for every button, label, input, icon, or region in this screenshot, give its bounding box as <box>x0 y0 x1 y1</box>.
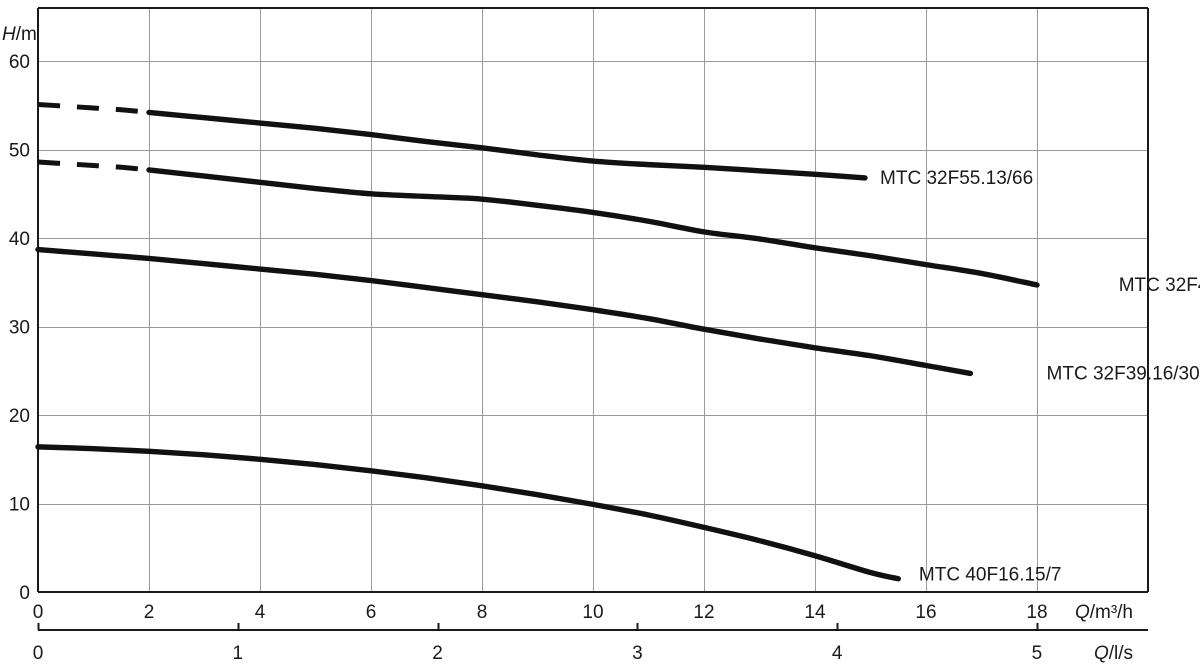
x-tick-label-7: 14 <box>804 602 826 623</box>
series-label-1: MTC 32F49.17/66 <box>1119 275 1200 296</box>
curves <box>35 101 1040 582</box>
series-label-2: MTC 32F39.16/30 <box>1047 363 1200 384</box>
x-tick-label-3: 6 <box>366 602 377 623</box>
y-tick-label-1: 10 <box>9 495 30 516</box>
x-tick-label-8: 16 <box>915 602 936 623</box>
series-label-0: MTC 32F55.13/66 <box>880 168 1033 189</box>
y-tick-label-0: 0 <box>19 583 30 604</box>
curve-0 <box>146 109 868 181</box>
curve-dashed-0 <box>37 101 150 115</box>
curve-1 <box>146 167 1040 288</box>
x-tick-label-9: 18 <box>1026 602 1047 623</box>
y-axis-tick-labels: 0 10 20 30 40 50 60 <box>9 52 30 604</box>
secondary-x-axis-tick-labels: 0 1 2 3 4 5 <box>33 643 1042 664</box>
series-label-3: MTC 40F16.15/7 <box>919 564 1062 585</box>
secondary-tick-label-0: 0 <box>33 643 44 664</box>
y-tick-label-6: 60 <box>9 52 30 73</box>
x-tick-label-5: 10 <box>582 602 603 623</box>
secondary-tick-label-3: 3 <box>632 643 643 664</box>
x-axis-tick-labels: 0 2 4 6 8 10 12 14 16 18 <box>33 602 1048 623</box>
x-axis-title: Q/m³/h <box>1075 602 1133 623</box>
x-tick-label-2: 4 <box>255 602 266 623</box>
secondary-x-axis <box>37 623 1148 631</box>
secondary-tick-label-2: 2 <box>432 643 443 664</box>
curve-2 <box>35 246 974 377</box>
y-axis-title: H/m <box>2 24 37 45</box>
secondary-tick-label-5: 5 <box>1032 643 1043 664</box>
x-tick-label-0: 0 <box>33 602 44 623</box>
y-tick-label-5: 50 <box>9 141 30 162</box>
series-labels: MTC 32F55.13/66 MTC 32F49.17/66 MTC 32F39.… <box>880 168 1200 585</box>
x-tick-label-4: 8 <box>477 602 488 623</box>
secondary-tick-label-4: 4 <box>832 643 843 664</box>
curve-dashed-1 <box>37 159 150 173</box>
y-tick-label-3: 30 <box>9 318 30 339</box>
curve-3 <box>35 444 901 582</box>
secondary-tick-label-1: 1 <box>232 643 243 664</box>
y-tick-label-2: 20 <box>9 406 30 427</box>
x-tick-label-6: 12 <box>693 602 714 623</box>
x-tick-label-1: 2 <box>144 602 155 623</box>
y-tick-label-4: 40 <box>9 229 30 250</box>
secondary-x-axis-title: Q/l/s <box>1094 643 1133 664</box>
